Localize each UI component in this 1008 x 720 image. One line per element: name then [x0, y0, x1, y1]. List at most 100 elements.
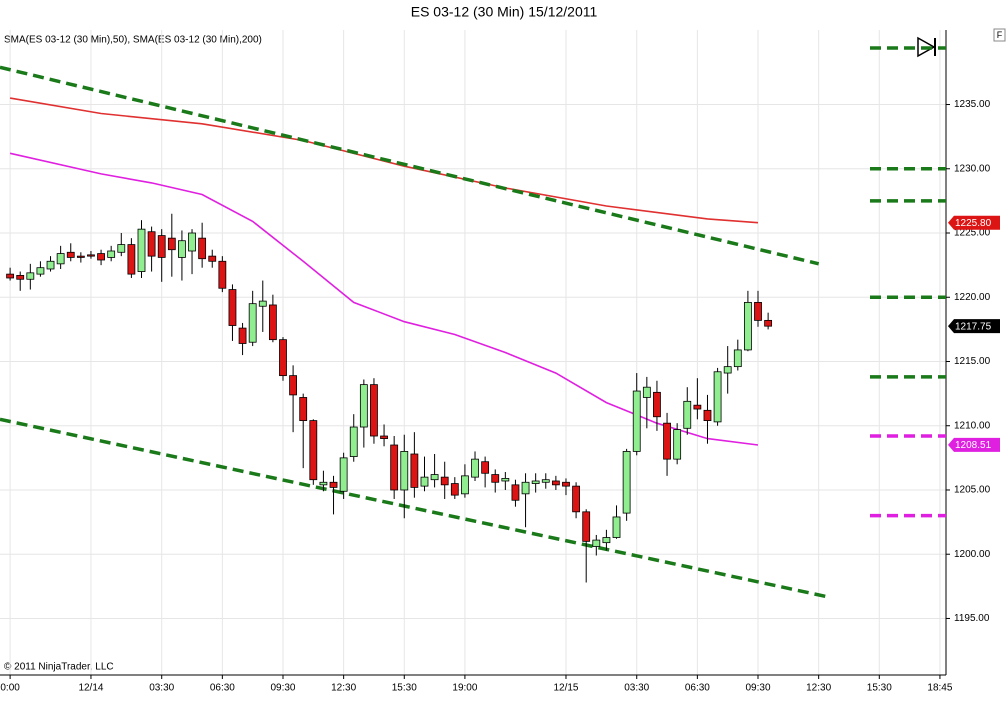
candle-body	[572, 485, 580, 513]
y-tick-label: 1235.00	[954, 99, 991, 110]
candle-body	[117, 244, 126, 253]
x-tick-label: 18:45	[927, 683, 952, 694]
candle-body	[188, 232, 196, 252]
candle-body	[56, 253, 65, 265]
x-tick-label: 06:30	[210, 683, 235, 694]
candle-body	[450, 483, 459, 496]
x-tick-label: 15:30	[867, 683, 892, 694]
price-marker	[948, 215, 1000, 230]
x-tick-label: 12:30	[806, 683, 831, 694]
candle-body	[602, 537, 611, 544]
candle-body	[592, 539, 601, 547]
candle-body	[471, 458, 479, 478]
y-tick-label: 1205.00	[954, 485, 991, 496]
candle-body	[370, 384, 378, 437]
candle-body	[66, 251, 75, 258]
price-marker-label: 1225.80	[955, 218, 992, 229]
candle-body	[87, 254, 95, 257]
panel-button[interactable]	[993, 28, 1006, 42]
candle-body	[744, 301, 752, 351]
candle-body	[359, 384, 368, 428]
candle-body	[26, 272, 35, 280]
candle-body	[491, 474, 500, 483]
candle-body	[481, 461, 490, 474]
candle-body	[289, 375, 297, 396]
candle-body	[167, 237, 176, 251]
candle-body	[410, 453, 419, 488]
candle-body	[279, 339, 287, 377]
candle-body	[208, 255, 217, 262]
y-tick-label: 1220.00	[954, 292, 991, 303]
candle-body	[531, 480, 540, 484]
candle-body	[723, 366, 732, 374]
panel-button-label[interactable]: F	[997, 30, 1003, 40]
x-tick-label: 19:00	[452, 683, 477, 694]
candle-body	[673, 429, 682, 460]
candle-body	[764, 319, 773, 327]
candle-body	[713, 371, 722, 423]
candle-body	[6, 273, 15, 279]
candle-body	[107, 250, 116, 258]
candle-body	[218, 260, 227, 289]
candle-body	[562, 481, 570, 487]
x-tick-label: 03:30	[624, 683, 649, 694]
scroll-icon[interactable]	[917, 36, 936, 58]
candle-body	[329, 481, 338, 488]
x-tick-label: 09:30	[745, 683, 770, 694]
price-marker-label: 1217.75	[955, 321, 992, 332]
candle-body	[228, 289, 237, 326]
y-tick-label: 1210.00	[954, 420, 991, 431]
candle-body	[703, 409, 712, 421]
trend-line	[0, 65, 820, 266]
candle-body	[612, 516, 621, 538]
candle-body	[521, 481, 530, 495]
candle-body	[541, 479, 550, 483]
candle-body	[663, 422, 671, 460]
price-marker-label: 1208.51	[955, 440, 992, 451]
candle-body	[76, 255, 85, 258]
chart-title: ES 03-12 (30 Min) 15/12/2011	[411, 4, 598, 20]
candle-body	[400, 451, 409, 491]
x-tick-label: 06:30	[685, 683, 710, 694]
candle-body	[733, 349, 742, 368]
candle-body	[319, 481, 328, 486]
candle-body	[440, 476, 449, 486]
candle-body	[349, 426, 358, 457]
candle-body	[248, 303, 257, 343]
x-tick-label: 0:00	[0, 683, 20, 694]
trend-line	[0, 417, 828, 599]
candle-body	[653, 391, 661, 418]
candle-body	[632, 390, 641, 452]
price-marker	[948, 437, 1000, 452]
x-tick-label: 03:30	[149, 683, 174, 694]
y-tick-label: 1225.00	[954, 228, 991, 239]
candle-body	[501, 478, 510, 482]
candle-body	[754, 301, 762, 321]
indicator-label: SMA(ES 03-12 (30 Min),50), SMA(ES 03-12 …	[4, 35, 262, 46]
x-tick-label: 12/15	[553, 683, 578, 694]
y-tick-label: 1200.00	[954, 549, 991, 560]
candle-body	[268, 304, 277, 341]
candle-body	[258, 300, 267, 307]
candle-body	[511, 484, 520, 501]
candle-body	[157, 235, 166, 258]
candle-body	[693, 404, 702, 410]
candle-body	[642, 386, 651, 398]
x-tick-label: 12:30	[331, 683, 356, 694]
candle-body	[147, 231, 156, 257]
candle-body	[137, 228, 146, 272]
sma-line	[9, 97, 759, 224]
y-tick-label: 1230.00	[954, 163, 991, 174]
x-tick-label: 15:30	[392, 683, 417, 694]
candle-body	[36, 267, 45, 275]
x-tick-label: 12/14	[78, 683, 103, 694]
candle-body	[461, 475, 469, 495]
candle-body	[238, 327, 247, 344]
candle-body	[309, 420, 318, 481]
candle-body	[339, 457, 348, 492]
candle-body	[97, 253, 105, 261]
candle-body	[46, 260, 55, 270]
candle-body	[380, 435, 388, 439]
